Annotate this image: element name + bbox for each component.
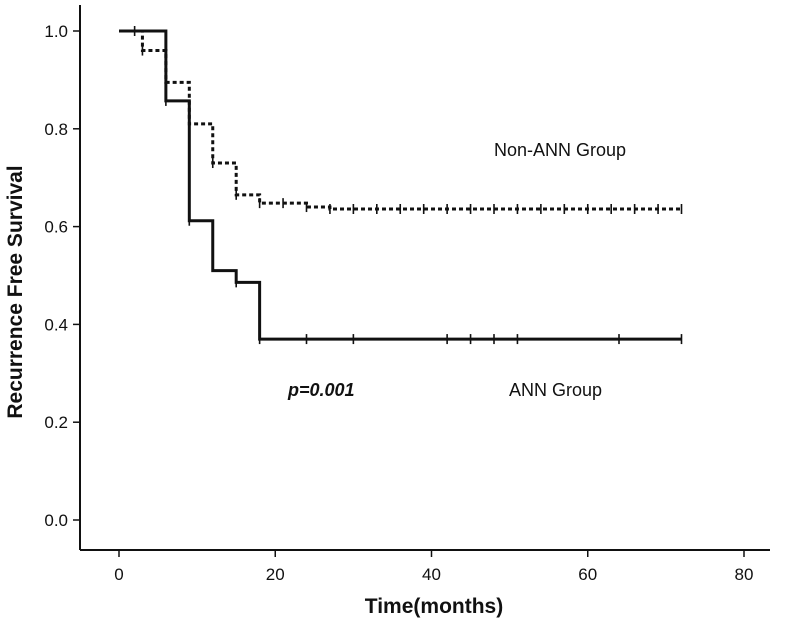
y-tick-label: 0.2: [44, 413, 68, 432]
series-layer: [119, 26, 683, 345]
series-line-non_ann: [119, 29, 682, 211]
ticks: 0.0 0.2 0.4 0.6 0.8 1.0 0 20 40 60 80: [44, 22, 753, 584]
x-tick-label: 80: [735, 565, 754, 584]
x-tick-label: 0: [114, 565, 123, 584]
y-tick-label: 0.4: [44, 315, 68, 334]
series-non_ann: [119, 26, 683, 214]
axes: [79, 5, 770, 551]
x-tick-label: 60: [578, 565, 597, 584]
x-tick-label: 40: [422, 565, 441, 584]
x-tick-label: 20: [266, 565, 285, 584]
y-axis-title: Recurrence Free Survival: [4, 165, 27, 418]
non-ann-group-label: Non-ANN Group: [494, 140, 626, 160]
x-axis-title: Time(months): [365, 595, 503, 618]
p-value-label: p=0.001: [287, 380, 355, 400]
y-tick-label: 0.8: [44, 120, 68, 139]
y-tick-label: 0.0: [44, 511, 68, 530]
y-tick-label: 1.0: [44, 22, 68, 41]
ann-group-label: ANN Group: [509, 380, 602, 400]
y-tick-label: 0.6: [44, 218, 68, 237]
series-ann: [119, 29, 683, 345]
series-line-ann: [119, 29, 682, 341]
